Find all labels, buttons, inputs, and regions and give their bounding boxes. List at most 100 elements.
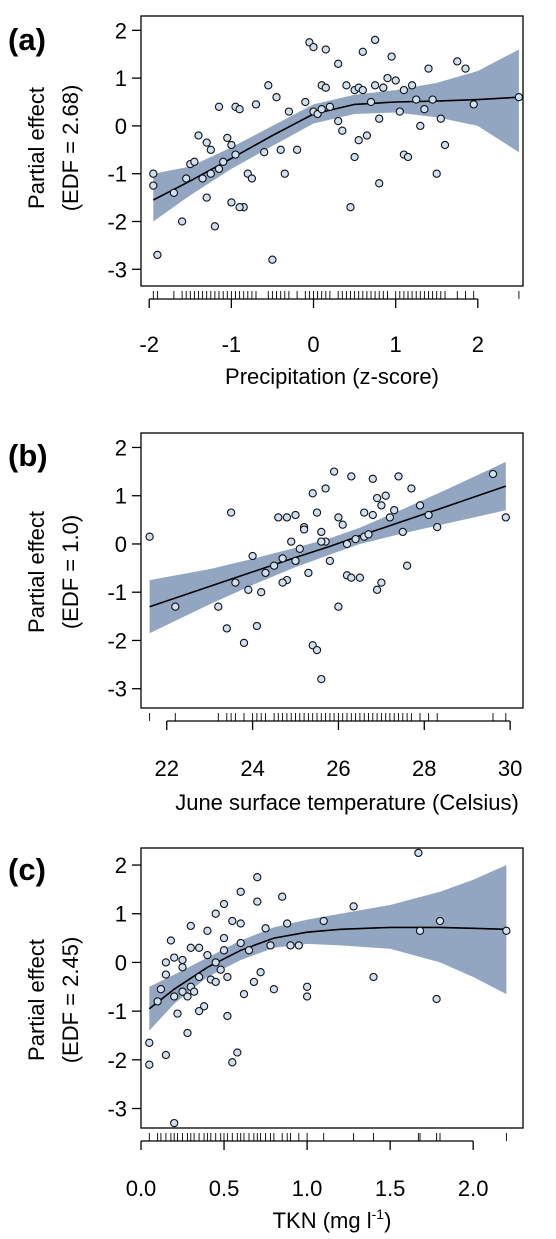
data-point <box>284 107 294 116</box>
data-point <box>436 114 445 123</box>
x-axis-title: June surface temperature (Celsius) <box>175 790 519 815</box>
data-point <box>360 508 369 517</box>
data-point <box>156 985 166 994</box>
data-point <box>216 965 225 974</box>
data-point <box>202 138 211 147</box>
data-point <box>362 131 372 140</box>
x-tick-label: 1.0 <box>292 1176 323 1201</box>
y-tick-label: 2 <box>115 18 127 43</box>
data-point <box>432 994 441 1004</box>
data-point <box>236 938 245 948</box>
data-point <box>202 193 211 202</box>
data-point <box>368 474 377 483</box>
data-point <box>412 95 421 104</box>
y-tick-label: -1 <box>107 580 127 605</box>
panel-a: (a) Partial effect (EDF = 2.68) -3 -2 -1 0 1… <box>8 15 524 389</box>
y-tick-label: 2 <box>115 435 127 460</box>
data-point <box>317 105 326 114</box>
data-point <box>372 493 382 503</box>
data-point <box>276 145 285 154</box>
confidence-band <box>153 49 519 222</box>
data-point <box>253 873 262 882</box>
data-point <box>211 909 220 918</box>
data-point <box>294 941 303 950</box>
data-point <box>272 93 281 102</box>
data-point <box>206 169 215 178</box>
data-point <box>414 848 423 858</box>
data-point <box>260 148 269 157</box>
x-tick-label: 30 <box>498 756 522 781</box>
data-point <box>317 674 326 684</box>
data-point <box>407 484 416 493</box>
data-point <box>514 93 523 102</box>
data-point <box>338 520 347 529</box>
data-point <box>292 145 302 154</box>
data-point <box>149 169 158 178</box>
data-point <box>178 963 187 972</box>
data-point <box>291 510 300 520</box>
data-point <box>291 556 300 566</box>
y-tick-label: -2 <box>107 209 127 234</box>
data-point <box>171 602 180 611</box>
data-point <box>231 150 240 159</box>
data-point <box>236 919 245 928</box>
data-point <box>372 585 382 594</box>
data-point <box>349 902 358 911</box>
data-point <box>415 501 425 510</box>
data-point <box>190 157 199 166</box>
plot-frame <box>140 432 524 709</box>
smooth-fit-line <box>149 485 507 608</box>
data-point <box>219 933 229 943</box>
y-tick-label: 1 <box>115 484 127 509</box>
data-point <box>278 578 287 587</box>
data-point <box>194 1006 204 1016</box>
rug <box>149 713 507 721</box>
data-point <box>488 469 498 479</box>
data-point <box>416 121 425 131</box>
data-point <box>248 551 257 561</box>
data-point <box>214 602 223 611</box>
data-point <box>428 95 437 104</box>
y-tick-label: 2 <box>115 853 127 878</box>
data-point <box>183 992 192 1001</box>
data-point <box>377 501 386 510</box>
data-point <box>219 946 229 955</box>
data-point <box>173 1009 182 1018</box>
panel-c: (c) Partial effect (EDF = 2.45) -3 -2 -1 0 1… <box>8 847 524 1233</box>
x-tick-label: 0.0 <box>126 1176 157 1201</box>
data-point <box>354 136 363 145</box>
confidence-band <box>149 865 507 1031</box>
data-point <box>210 222 220 231</box>
data-point <box>257 588 266 597</box>
data-point <box>189 987 199 996</box>
data-point <box>194 943 204 952</box>
data-point <box>321 83 330 92</box>
data-point <box>334 513 343 522</box>
data-point <box>385 513 395 522</box>
data-point <box>278 892 287 901</box>
data-point <box>256 968 265 977</box>
data-point <box>403 152 413 162</box>
data-point <box>308 489 317 498</box>
data-point <box>194 972 204 982</box>
plot-frame <box>140 15 524 287</box>
data-point <box>366 97 376 107</box>
data-point <box>223 133 232 143</box>
data-point <box>222 624 231 633</box>
data-point <box>228 916 237 926</box>
data-point <box>377 578 386 587</box>
data-point <box>249 977 259 987</box>
data-point <box>223 1011 232 1021</box>
data-point <box>502 926 511 935</box>
data-point <box>346 203 355 212</box>
y-tick-label: 1 <box>115 902 127 927</box>
y-tick-label: -3 <box>107 257 127 282</box>
data-point <box>226 508 236 517</box>
data-point <box>391 76 400 85</box>
data-point <box>239 638 249 648</box>
data-point <box>166 936 176 945</box>
data-point <box>355 573 365 582</box>
data-point <box>261 568 270 578</box>
data-point <box>235 203 244 212</box>
data-point <box>274 513 283 522</box>
